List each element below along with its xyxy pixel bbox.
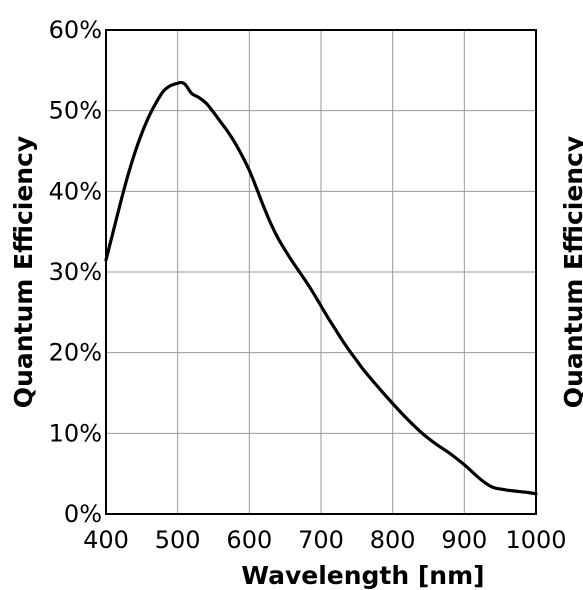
tick-labels: 400 500 600 700 800 900 1000 0% 10% 20% 30% 40% 50% 6… — [49, 16, 567, 554]
y-tick-label: 30% — [49, 258, 102, 286]
x-tick-label: 600 — [226, 526, 272, 554]
qe-curve — [104, 80, 538, 496]
x-axis-title: Wavelength [nm] — [241, 561, 484, 590]
clipped-neighbor-y-axis-title: Quantum Efficiency — [559, 136, 583, 408]
x-tick-label: 500 — [155, 526, 201, 554]
curve-layer — [104, 80, 538, 496]
y-tick-label: 20% — [49, 339, 102, 367]
y-tick-label: 60% — [49, 16, 102, 44]
x-tick-label: 400 — [83, 526, 129, 554]
plot-frame — [105, 29, 537, 515]
y-tick-label: 40% — [49, 177, 102, 205]
y-axis-title: Quantum Efficiency — [9, 136, 38, 408]
x-tick-label: 900 — [441, 526, 487, 554]
y-tick-label: 0% — [64, 500, 102, 528]
x-tick-label: 1000 — [505, 526, 566, 554]
x-tick-label: 700 — [298, 526, 344, 554]
y-tick-label: 50% — [49, 97, 102, 125]
gridlines — [105, 29, 537, 515]
x-tick-label: 800 — [370, 526, 416, 554]
y-tick-label: 10% — [49, 419, 102, 447]
